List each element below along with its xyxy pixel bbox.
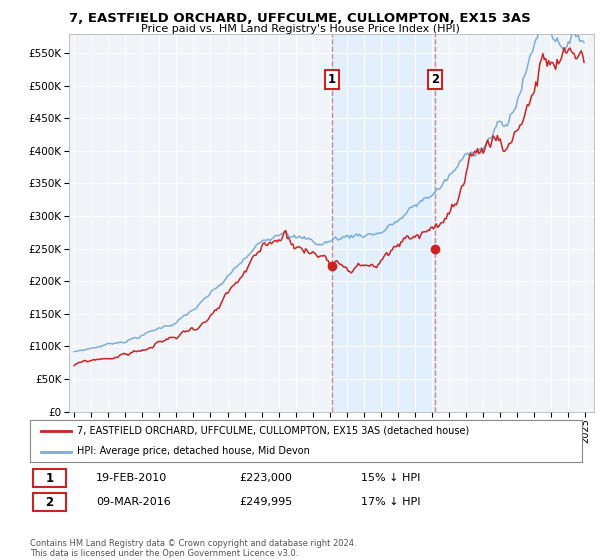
Text: 17% ↓ HPI: 17% ↓ HPI [361, 497, 421, 507]
Text: 09-MAR-2016: 09-MAR-2016 [96, 497, 171, 507]
Text: Price paid vs. HM Land Registry's House Price Index (HPI): Price paid vs. HM Land Registry's House … [140, 24, 460, 34]
Text: 7, EASTFIELD ORCHARD, UFFCULME, CULLOMPTON, EX15 3AS (detached house): 7, EASTFIELD ORCHARD, UFFCULME, CULLOMPT… [77, 426, 469, 436]
FancyBboxPatch shape [33, 493, 66, 511]
Bar [332, 34, 436, 412]
FancyBboxPatch shape [33, 469, 66, 487]
Text: 19-FEB-2010: 19-FEB-2010 [96, 473, 167, 483]
Text: 1: 1 [328, 73, 336, 86]
Text: Contains HM Land Registry data © Crown copyright and database right 2024.
This d: Contains HM Land Registry data © Crown c… [30, 539, 356, 558]
Text: £249,995: £249,995 [240, 497, 293, 507]
Text: 2: 2 [431, 73, 439, 86]
Text: 2: 2 [45, 496, 53, 509]
Text: HPI: Average price, detached house, Mid Devon: HPI: Average price, detached house, Mid … [77, 446, 310, 456]
Text: 7, EASTFIELD ORCHARD, UFFCULME, CULLOMPTON, EX15 3AS: 7, EASTFIELD ORCHARD, UFFCULME, CULLOMPT… [69, 12, 531, 25]
Text: £223,000: £223,000 [240, 473, 293, 483]
Text: 1: 1 [45, 472, 53, 485]
Text: 15% ↓ HPI: 15% ↓ HPI [361, 473, 421, 483]
